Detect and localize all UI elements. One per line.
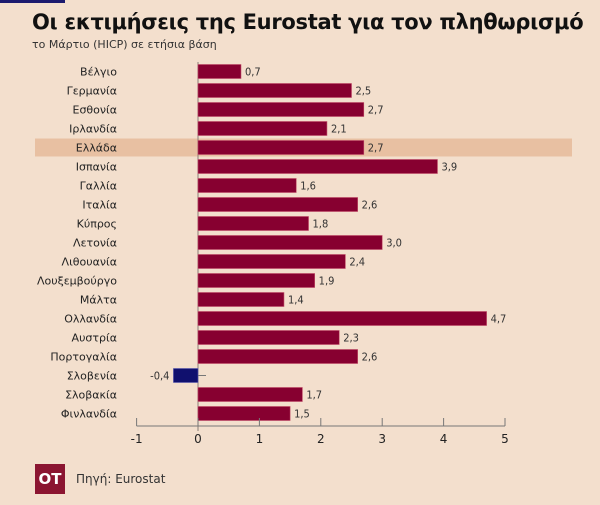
- category-label: Ιρλανδία: [69, 123, 117, 136]
- value-label: 2,6: [362, 199, 378, 212]
- value-label: 1,9: [319, 275, 335, 288]
- bar-17: [173, 368, 199, 383]
- bar-10: [197, 235, 383, 250]
- bar-12: [197, 273, 315, 288]
- bar-14: [197, 311, 487, 326]
- value-label: 2,3: [343, 332, 359, 345]
- category-label: Σλοβενία: [67, 370, 117, 383]
- ot-logo: ΟΤ: [35, 464, 65, 494]
- value-label: 0,7: [245, 66, 261, 79]
- x-tick-label: 2: [317, 432, 325, 446]
- category-label: Λουξεμβούργο: [37, 275, 117, 288]
- bar-7: [197, 178, 297, 193]
- bar-1: [197, 64, 242, 79]
- x-tick-label: -1: [131, 432, 143, 446]
- x-tick-label: 1: [256, 432, 264, 446]
- bar-13: [197, 292, 285, 307]
- value-label: 1,6: [300, 180, 316, 193]
- category-label: Ισπανία: [76, 161, 117, 174]
- value-label: 2,1: [331, 123, 347, 136]
- bar-8: [197, 197, 358, 212]
- source-note: Πηγή: Eurostat: [76, 472, 166, 486]
- category-label: Ιταλία: [82, 199, 117, 212]
- category-label: Ελλάδα: [76, 142, 117, 155]
- category-label: Βέλγιο: [80, 66, 117, 79]
- bar-9: [197, 216, 309, 231]
- chart-subtitle: το Μάρτιο (HICP) σε ετήσια βάση: [32, 38, 217, 51]
- category-label: Φινλανδία: [61, 408, 117, 421]
- bar-11: [197, 254, 346, 269]
- value-label: 1,8: [313, 218, 329, 231]
- category-label: Εσθονία: [73, 104, 118, 117]
- x-tick-label: 5: [501, 432, 509, 446]
- category-label: Σλοβακία: [65, 389, 117, 402]
- value-label: 2,5: [356, 85, 372, 98]
- x-tick-label: 0: [194, 432, 202, 446]
- value-label: 2,7: [368, 142, 384, 155]
- bar-2: [197, 83, 352, 98]
- value-label: 1,5: [294, 408, 310, 421]
- value-label: 3,0: [386, 237, 402, 250]
- bar-5: [197, 140, 365, 155]
- value-label: 2,4: [349, 256, 365, 269]
- bar-15: [197, 330, 340, 345]
- bar-4: [197, 121, 328, 136]
- category-label: Μάλτα: [80, 294, 117, 307]
- bar-6: [197, 159, 438, 174]
- chart-title: Οι εκτιμήσεις της Eurostat για τον πληθω…: [32, 10, 584, 34]
- value-label: 4,7: [491, 313, 507, 326]
- x-tick-label: 3: [378, 432, 386, 446]
- bar-3: [197, 102, 365, 117]
- bar-16: [197, 349, 358, 364]
- x-tick-label: 4: [440, 432, 448, 446]
- value-label: 1,7: [306, 389, 322, 402]
- bar-18: [197, 387, 303, 402]
- category-label: Πορτογαλία: [50, 351, 117, 364]
- category-label: Λιθουανία: [62, 256, 117, 269]
- value-label: 3,9: [441, 161, 457, 174]
- category-label: Αυστρία: [72, 332, 117, 345]
- value-label: 1,4: [288, 294, 304, 307]
- category-label: Γερμανία: [67, 85, 117, 98]
- category-label: Κύπρος: [77, 218, 117, 231]
- top-accent-line: [0, 0, 65, 3]
- bar-19: [197, 406, 291, 421]
- value-label: -0,4: [150, 370, 169, 383]
- value-label: 2,7: [368, 104, 384, 117]
- category-label: Ολλανδία: [64, 313, 117, 326]
- value-label: 2,6: [362, 351, 378, 364]
- category-label: Λετονία: [73, 237, 117, 250]
- category-label: Γαλλία: [80, 180, 117, 193]
